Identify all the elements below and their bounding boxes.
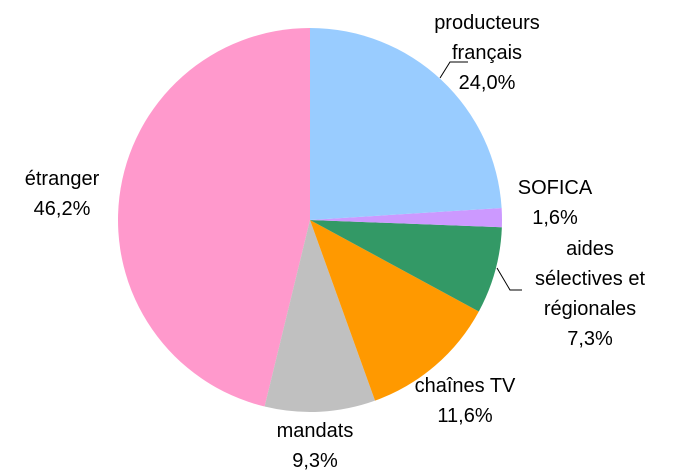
slice-label: producteurs français 24,0% bbox=[425, 8, 550, 98]
value-label: 11,6% bbox=[437, 405, 493, 427]
pie-slice bbox=[264, 220, 376, 412]
slice-label: chaînes TV 11,6% bbox=[390, 371, 540, 431]
slice-label: étranger 46,2% bbox=[2, 164, 122, 224]
value-label: 9,3% bbox=[292, 450, 338, 472]
value-label: 24,0% bbox=[458, 72, 516, 94]
category-label: mandats bbox=[276, 420, 354, 442]
category-label: étranger bbox=[24, 168, 100, 190]
leader-line bbox=[439, 61, 468, 79]
value-label: 7,3% bbox=[567, 328, 613, 350]
slice-label: mandats 9,3% bbox=[255, 416, 375, 476]
category-label: SOFICA bbox=[517, 177, 593, 199]
slice-label: SOFICA 1,6% bbox=[495, 173, 615, 233]
leader-line bbox=[496, 267, 522, 291]
pie-slice bbox=[310, 220, 502, 312]
slice-label: aides sélectives et régionales 7,3% bbox=[523, 234, 658, 354]
category-label: chaînes TV bbox=[414, 375, 516, 397]
pie-slice bbox=[310, 220, 479, 401]
pie-slice bbox=[118, 28, 311, 407]
pie-slice bbox=[310, 28, 502, 220]
value-label: 1,6% bbox=[532, 207, 578, 229]
category-label: aides sélectives et régionales bbox=[534, 238, 646, 320]
pie-slice bbox=[310, 207, 503, 228]
category-label: producteurs français bbox=[434, 12, 540, 64]
value-label: 46,2% bbox=[33, 198, 91, 220]
